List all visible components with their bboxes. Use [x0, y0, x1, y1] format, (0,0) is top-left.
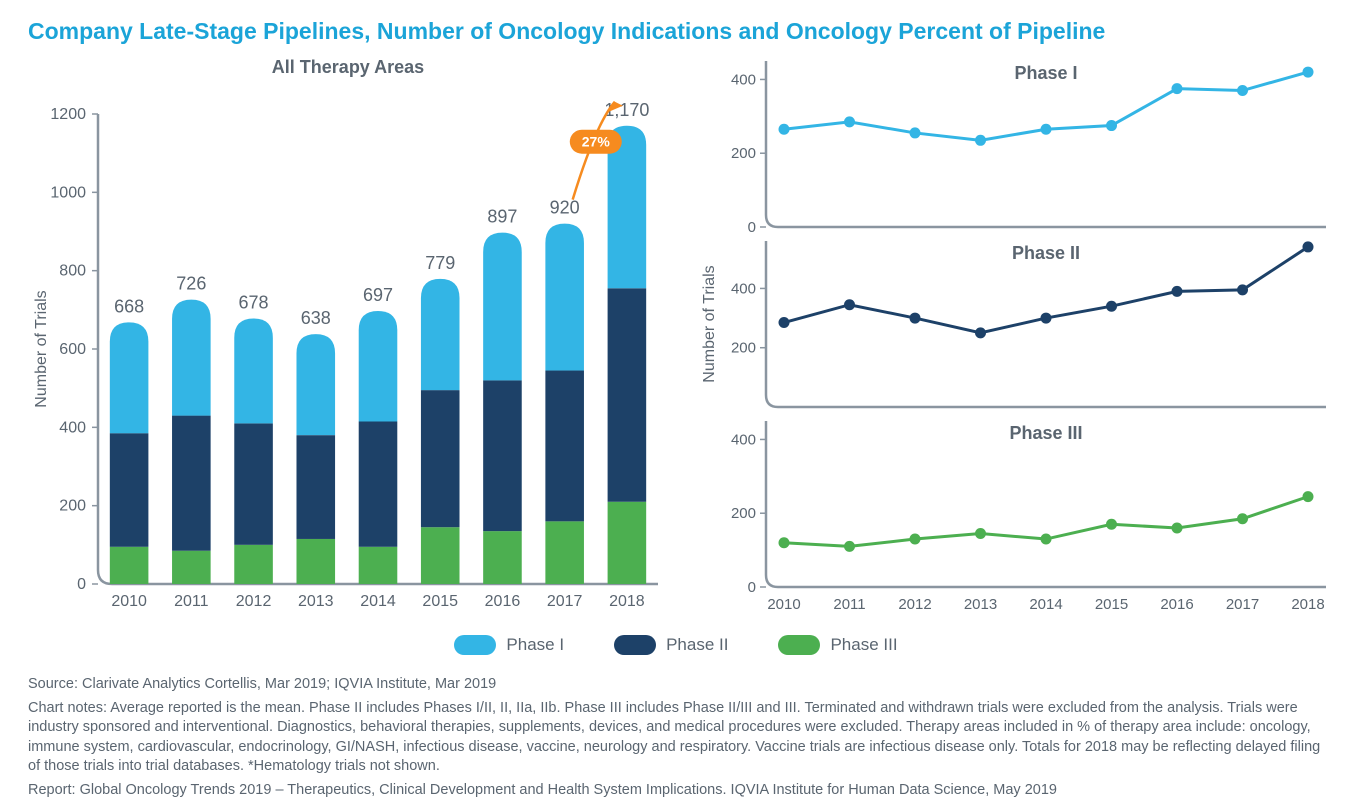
legend-swatch — [614, 635, 656, 655]
bar-chart-svg: 0 200 400 600 800 1000 1200 Number of Trials 668… — [28, 84, 668, 614]
source-text: Source: Clarivate Analytics Cortellis, M… — [28, 675, 1324, 695]
svg-text:2010: 2010 — [111, 593, 147, 610]
legend-label: Phase III — [830, 635, 897, 655]
svg-text:2012: 2012 — [898, 596, 931, 613]
svg-text:2013: 2013 — [298, 593, 334, 610]
legend-swatch — [778, 635, 820, 655]
svg-text:897: 897 — [487, 207, 517, 227]
svg-text:0: 0 — [748, 219, 756, 236]
legend-swatch — [454, 635, 496, 655]
svg-text:638: 638 — [301, 308, 331, 328]
svg-text:Phase II: Phase II — [1012, 243, 1080, 263]
svg-text:2015: 2015 — [1095, 596, 1128, 613]
svg-text:2014: 2014 — [1029, 596, 1062, 613]
svg-text:2017: 2017 — [547, 593, 583, 610]
svg-text:Phase I: Phase I — [1014, 63, 1077, 83]
svg-text:678: 678 — [239, 292, 269, 312]
line-charts-panel: Number of Trials 0 200 400 Phase I 200 400 Phas… — [698, 57, 1338, 617]
svg-text:697: 697 — [363, 285, 393, 305]
legend-item: Phase III — [778, 635, 897, 655]
svg-text:400: 400 — [731, 280, 756, 297]
legend-item: Phase I — [454, 635, 564, 655]
notes-text: Chart notes: Average reported is the mea… — [28, 699, 1324, 777]
svg-text:779: 779 — [425, 253, 455, 273]
legend-label: Phase I — [506, 635, 564, 655]
report-text: Report: Global Oncology Trends 2019 – Th… — [28, 781, 1324, 801]
svg-text:Number of Trials: Number of Trials — [701, 265, 718, 382]
svg-text:200: 200 — [731, 340, 756, 357]
bar-chart-subtitle: All Therapy Areas — [28, 57, 668, 78]
svg-text:2017: 2017 — [1226, 596, 1259, 613]
footnotes: Source: Clarivate Analytics Cortellis, M… — [28, 675, 1324, 800]
svg-text:2011: 2011 — [174, 593, 209, 610]
svg-text:Phase III: Phase III — [1009, 423, 1082, 443]
svg-text:0: 0 — [748, 579, 756, 596]
bar-chart-panel: All Therapy Areas 0 200 400 600 800 1000 1200 N… — [28, 57, 668, 617]
legend-label: Phase II — [666, 635, 728, 655]
svg-text:2015: 2015 — [422, 593, 458, 610]
legend-item: Phase II — [614, 635, 728, 655]
svg-text:Number of Trials: Number of Trials — [33, 290, 50, 407]
svg-text:2016: 2016 — [485, 593, 521, 610]
svg-text:726: 726 — [176, 274, 206, 294]
charts-container: All Therapy Areas 0 200 400 600 800 1000 1200 N… — [28, 57, 1324, 617]
svg-text:1000: 1000 — [50, 184, 86, 201]
svg-text:668: 668 — [114, 296, 144, 316]
svg-text:2018: 2018 — [609, 593, 645, 610]
svg-text:600: 600 — [59, 341, 86, 358]
svg-text:200: 200 — [59, 498, 86, 515]
svg-text:200: 200 — [731, 145, 756, 162]
svg-text:27%: 27% — [582, 134, 611, 150]
svg-text:400: 400 — [59, 419, 86, 436]
svg-text:2013: 2013 — [964, 596, 997, 613]
svg-text:2011: 2011 — [833, 596, 865, 613]
svg-text:200: 200 — [731, 505, 756, 522]
svg-text:2014: 2014 — [360, 593, 396, 610]
svg-text:2010: 2010 — [767, 596, 800, 613]
legend: Phase I Phase II Phase III — [28, 635, 1324, 655]
svg-text:0: 0 — [77, 576, 86, 593]
svg-text:800: 800 — [59, 263, 86, 280]
line-charts-svg: Number of Trials 0 200 400 Phase I 200 400 Phas… — [698, 57, 1338, 617]
svg-text:400: 400 — [731, 71, 756, 88]
svg-text:2012: 2012 — [236, 593, 272, 610]
svg-text:2016: 2016 — [1160, 596, 1193, 613]
svg-text:400: 400 — [731, 431, 756, 448]
svg-text:1200: 1200 — [50, 106, 86, 123]
svg-text:2018: 2018 — [1291, 596, 1324, 613]
page-title: Company Late-Stage Pipelines, Number of … — [28, 18, 1324, 45]
svg-text:920: 920 — [550, 198, 580, 218]
